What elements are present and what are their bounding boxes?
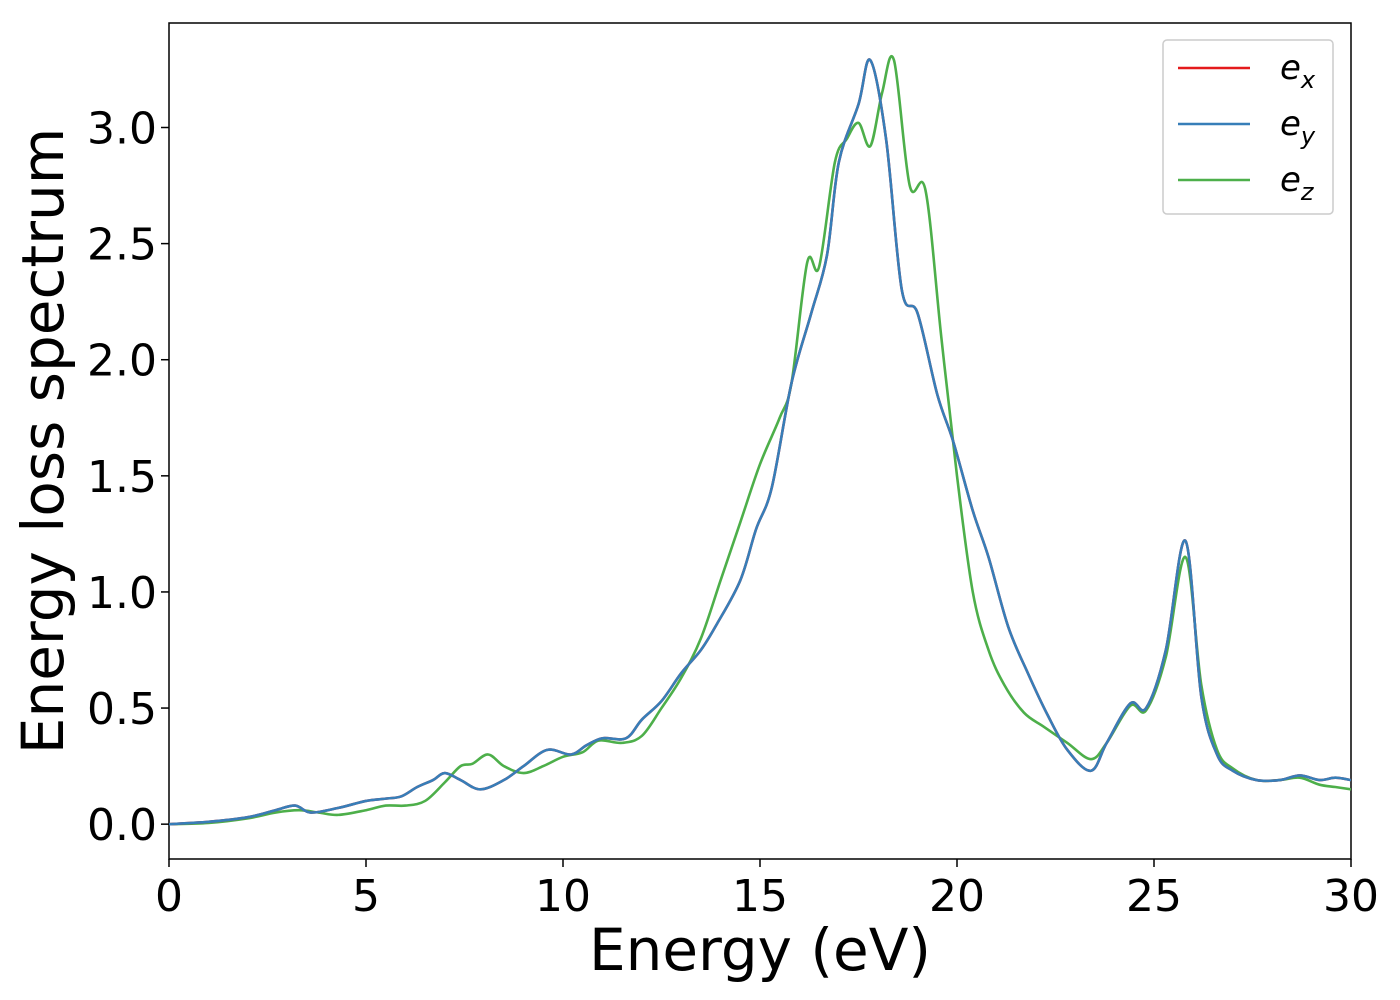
legend-label-ey: ey [1280,104,1316,150]
x-tick-label: 30 [1323,871,1379,922]
x-tick-label: 25 [1126,871,1182,922]
series-line-e-z [169,55,1351,826]
x-tick-label: 10 [535,871,591,922]
y-axis-ticks: 0.0 0.5 1.0 1.5 2.0 2.5 3.0 [87,104,169,851]
series-line-e-y [169,58,1351,826]
y-tick-label: 2.0 [87,336,157,387]
x-axis-label: Energy (eV) [589,916,931,984]
x-tick-label: 15 [732,871,788,922]
x-tick-label: 0 [155,871,183,922]
x-tick-label: 5 [352,871,380,922]
legend-label-ez: ez [1280,160,1315,206]
legend-box [1162,39,1334,215]
y-tick-label: 1.5 [87,452,157,503]
legend: ex ey ez [1162,39,1334,215]
y-tick-label: 3.0 [87,104,157,155]
series-layer [169,55,1351,826]
y-tick-label: 2.5 [87,220,157,271]
y-axis-label: Energy loss spectrum [9,128,77,754]
y-tick-label: 0.5 [87,684,157,735]
y-tick-label: 0.0 [87,800,157,851]
x-axis-ticks: 0 5 10 15 20 25 30 [155,859,1379,922]
x-tick-label: 20 [929,871,985,922]
y-tick-label: 1.0 [87,568,157,619]
legend-label-ex: ex [1280,48,1316,94]
